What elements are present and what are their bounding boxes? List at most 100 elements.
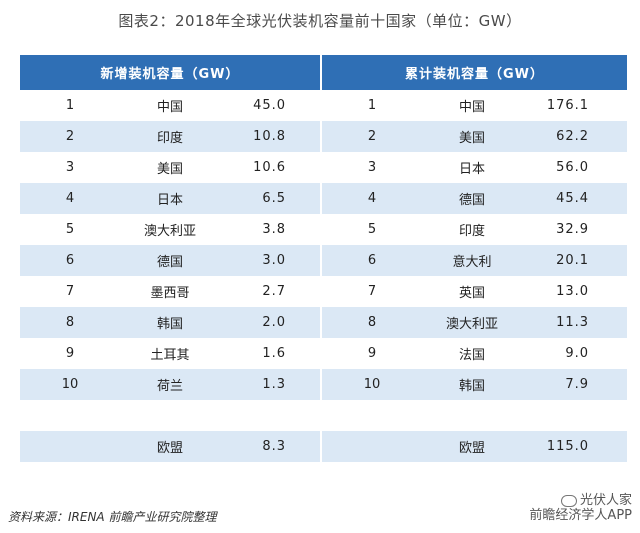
rank-right: 4 [322, 183, 423, 214]
wechat-icon [560, 494, 577, 507]
rank-right: 1 [322, 90, 423, 121]
value-right [522, 400, 628, 431]
rank-right: 10 [322, 369, 423, 400]
value-left: 1.6 [220, 338, 321, 369]
value-left: 2.0 [220, 307, 321, 338]
value-left: 10.6 [220, 152, 321, 183]
capacity-table: 新增装机容量（GW） 累计装机容量（GW） 1 中国 45.0 1 中国 176.1 2 印度… [20, 55, 628, 462]
value-right: 56.0 [522, 152, 628, 183]
rank-left: 3 [20, 152, 120, 183]
rank-right: 6 [322, 245, 423, 276]
watermark: 光伏人家 前瞻经济学人APP [529, 493, 632, 523]
chart-title: 图表2：2018年全球光伏装机容量前十国家（单位：GW） [118, 12, 522, 30]
value-right: 45.4 [522, 183, 628, 214]
rank-right: 5 [322, 214, 423, 245]
country-right: 美国 [422, 121, 523, 152]
table-body: 1 中国 45.0 1 中国 176.1 2 印度 10.8 2 美国 62.2 3 美国 10.6 3 日本 5… [20, 90, 628, 462]
country-right: 法国 [422, 338, 523, 369]
country-left: 澳大利亚 [120, 214, 220, 245]
value-right: 32.9 [522, 214, 628, 245]
table-row: 6 德国 3.0 6 意大利 20.1 [20, 245, 628, 276]
column-divider [320, 307, 323, 338]
column-divider [320, 152, 323, 183]
column-divider [320, 276, 323, 307]
value-left: 1.3 [220, 369, 321, 400]
value-right: 13.0 [522, 276, 628, 307]
country-left: 墨西哥 [120, 276, 220, 307]
value-left: 2.7 [220, 276, 321, 307]
watermark-app: 前瞻经济学人APP [529, 508, 632, 523]
value-right: 62.2 [522, 121, 628, 152]
country-left: 土耳其 [120, 338, 220, 369]
value-right: 20.1 [522, 245, 628, 276]
rank-left: 2 [20, 121, 120, 152]
table-row: 欧盟 8.3 欧盟 115.0 [20, 431, 628, 462]
value-right: 9.0 [522, 338, 628, 369]
column-divider [320, 214, 323, 245]
country-left: 印度 [120, 121, 220, 152]
table-row: 3 美国 10.6 3 日本 56.0 [20, 152, 628, 183]
country-right: 德国 [422, 183, 523, 214]
value-left: 10.8 [220, 121, 321, 152]
rank-left: 7 [20, 276, 120, 307]
source-note: 资料来源：IRENA 前瞻产业研究院整理 [8, 510, 217, 524]
column-divider [320, 400, 323, 431]
rank-right: 7 [322, 276, 423, 307]
country-right: 中国 [422, 90, 523, 121]
country-left: 美国 [120, 152, 220, 183]
country-right: 韩国 [422, 369, 523, 400]
column-divider [320, 245, 323, 276]
table-row: 1 中国 45.0 1 中国 176.1 [20, 90, 628, 121]
column-divider [320, 183, 323, 214]
rank-left: 6 [20, 245, 120, 276]
table-row: 10 荷兰 1.3 10 韩国 7.9 [20, 369, 628, 400]
value-left: 3.8 [220, 214, 321, 245]
rank-right: 2 [322, 121, 423, 152]
column-divider [320, 90, 323, 121]
column-divider [320, 338, 323, 369]
table-row: 7 墨西哥 2.7 7 英国 13.0 [20, 276, 628, 307]
country-right: 欧盟 [422, 431, 523, 462]
rank-right [322, 431, 423, 462]
value-left: 3.0 [220, 245, 321, 276]
country-right: 印度 [422, 214, 523, 245]
value-left: 6.5 [220, 183, 321, 214]
rank-right: 8 [322, 307, 423, 338]
column-divider [320, 431, 323, 462]
country-left [120, 400, 220, 431]
header-new-capacity: 新增装机容量（GW） [20, 55, 321, 90]
watermark-line1: 光伏人家 [579, 493, 632, 508]
value-left: 8.3 [220, 431, 321, 462]
column-divider [320, 369, 323, 400]
rank-left [20, 431, 120, 462]
value-right: 11.3 [522, 307, 628, 338]
value-left [220, 400, 321, 431]
country-left: 韩国 [120, 307, 220, 338]
table-row [20, 400, 628, 431]
country-right: 日本 [422, 152, 523, 183]
country-right: 意大利 [422, 245, 523, 276]
rank-right: 9 [322, 338, 423, 369]
rank-left: 5 [20, 214, 120, 245]
column-divider [320, 121, 323, 152]
rank-right: 3 [322, 152, 423, 183]
country-right [422, 400, 523, 431]
country-left: 日本 [120, 183, 220, 214]
country-left: 德国 [120, 245, 220, 276]
value-right: 7.9 [522, 369, 628, 400]
value-right: 115.0 [522, 431, 628, 462]
rank-left [20, 400, 120, 431]
rank-left: 1 [20, 90, 120, 121]
table-header-row: 新增装机容量（GW） 累计装机容量（GW） [20, 55, 628, 90]
rank-left: 4 [20, 183, 120, 214]
value-right: 176.1 [522, 90, 628, 121]
value-left: 45.0 [220, 90, 321, 121]
country-left: 中国 [120, 90, 220, 121]
table-row: 9 土耳其 1.6 9 法国 9.0 [20, 338, 628, 369]
country-right: 英国 [422, 276, 523, 307]
table-row: 4 日本 6.5 4 德国 45.4 [20, 183, 628, 214]
country-left: 欧盟 [120, 431, 220, 462]
header-cumulative-capacity: 累计装机容量（GW） [322, 55, 628, 90]
rank-left: 10 [20, 369, 120, 400]
table-row: 2 印度 10.8 2 美国 62.2 [20, 121, 628, 152]
